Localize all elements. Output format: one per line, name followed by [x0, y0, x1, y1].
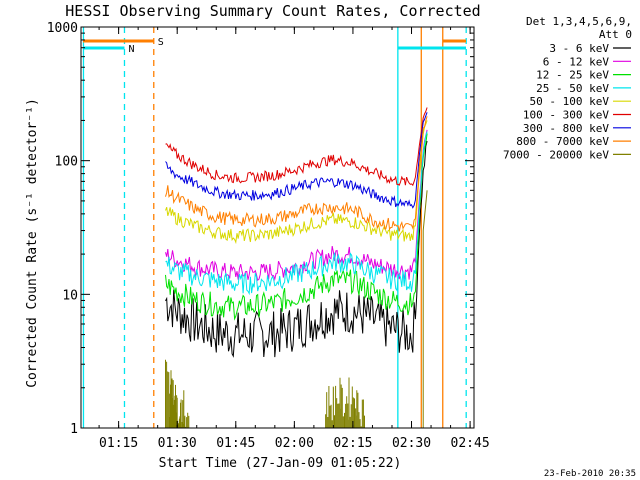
x-axis-label: Start Time (27-Jan-09 01:05:22) [159, 456, 402, 471]
series-line [165, 140, 428, 358]
timestamp: 23-Feb-2010 20:35 [544, 469, 636, 479]
axes: 01:15 01:30 01:45 02:00 02:15 02:30 02:45 1 10 10… [47, 21, 490, 451]
x-tick-label: 02:45 [451, 436, 490, 451]
y-tick-label: 1000 [47, 21, 78, 36]
x-tick-label: 01:15 [99, 436, 138, 451]
legend-entry: 3 - 6 keV [549, 42, 609, 55]
legend-entry: 6 - 12 keV [543, 55, 610, 68]
legend-entry: 100 - 300 keV [523, 109, 609, 122]
legend-header: Att 0 [599, 28, 632, 41]
legend-entry: 25 - 50 keV [536, 82, 609, 95]
y-tick-label: 10 [62, 288, 78, 303]
y-axis-label: Corrected Count Rate (s⁻¹ detector⁻¹) [25, 98, 40, 388]
x-tick-label: 02:30 [392, 436, 431, 451]
saa-label: S [158, 37, 164, 48]
legend-entry: 7000 - 20000 keV [503, 148, 609, 161]
y-tick-label: 1 [70, 422, 78, 437]
axes-frame [80, 26, 475, 429]
series-line [165, 112, 428, 209]
legend-entry: 300 - 800 keV [523, 122, 609, 135]
series-line [165, 116, 428, 232]
series-line [165, 190, 428, 428]
y-tick-label: 100 [55, 155, 78, 170]
series-layer [165, 107, 428, 428]
series-line [165, 107, 428, 187]
legend-entry: 50 - 100 keV [530, 95, 610, 108]
night-label: N [128, 44, 134, 55]
chart-title: HESSI Observing Summary Count Rates, Cor… [65, 2, 480, 20]
series-line [165, 131, 428, 296]
legend-header: Det 1,3,4,5,6,9, [526, 15, 632, 28]
legend-entry: 800 - 7000 keV [516, 135, 609, 148]
x-tick-label: 01:45 [216, 436, 255, 451]
series-line [165, 120, 428, 245]
marker-lines: SN [82, 27, 467, 428]
series-line [165, 133, 428, 321]
x-tick-label: 02:00 [275, 436, 314, 451]
x-tick-label: 02:15 [333, 436, 372, 451]
legend-entry: 12 - 25 keV [536, 69, 609, 82]
x-tick-label: 01:30 [158, 436, 197, 451]
